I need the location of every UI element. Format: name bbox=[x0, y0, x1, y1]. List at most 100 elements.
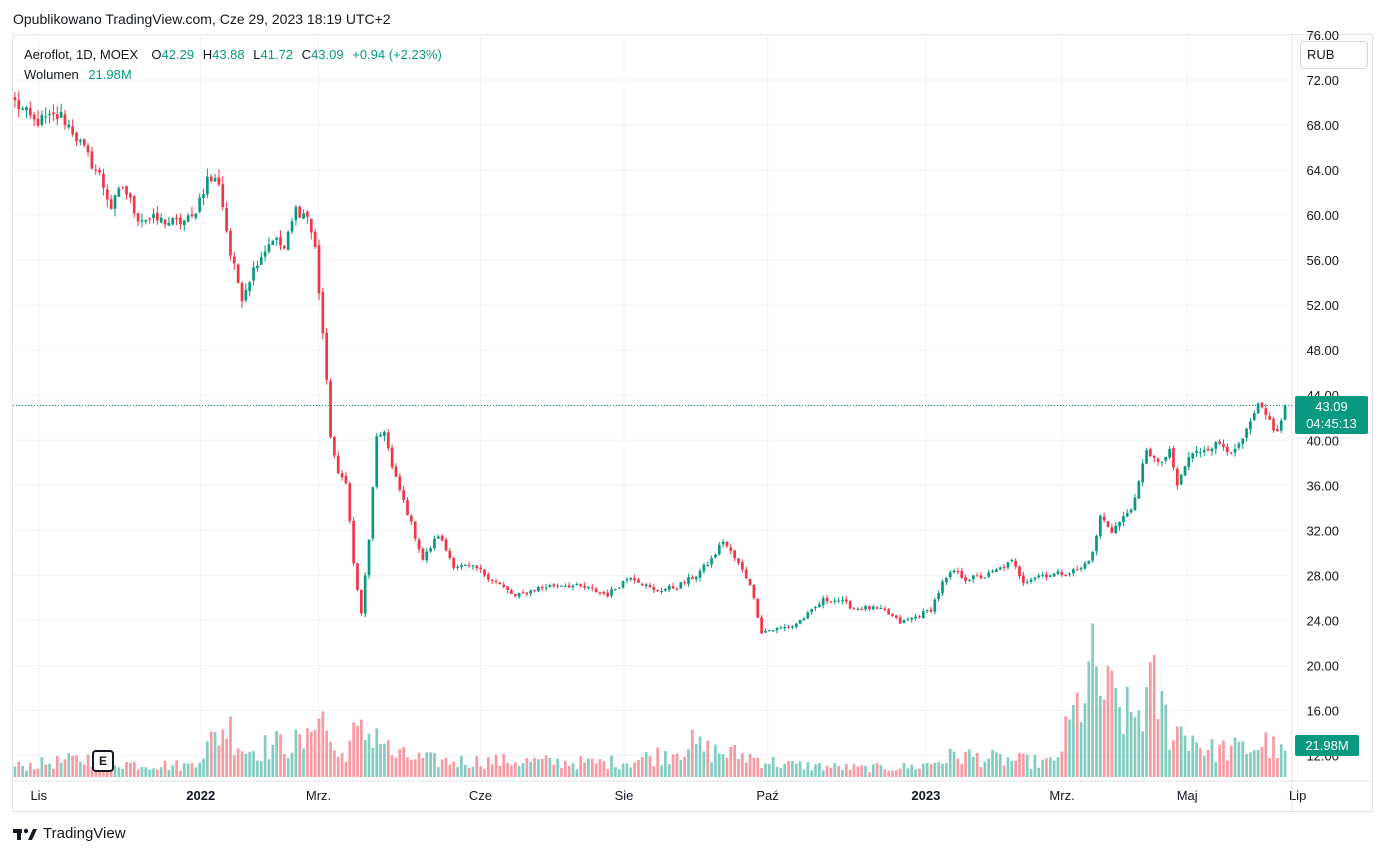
volume-bar bbox=[956, 758, 960, 777]
volume-bar bbox=[537, 759, 540, 777]
volume-bar bbox=[567, 765, 571, 777]
legend-symbol[interactable]: Aeroflot, 1D, MOEX bbox=[24, 47, 139, 62]
candle-body bbox=[506, 586, 509, 590]
volume-bar bbox=[1133, 717, 1137, 777]
candle-body bbox=[906, 619, 910, 621]
candle-body bbox=[279, 237, 282, 246]
volume-bar bbox=[294, 729, 298, 777]
published-caption: Opublikowano TradingView.com, Cze 29, 20… bbox=[13, 11, 391, 27]
volume-bar bbox=[629, 767, 633, 777]
volume-bar bbox=[1233, 737, 1237, 777]
candle-body bbox=[1175, 468, 1179, 486]
candle-body bbox=[1195, 450, 1198, 453]
candle-body bbox=[1072, 569, 1075, 574]
candle-body bbox=[21, 108, 24, 110]
volume-bar bbox=[90, 766, 94, 777]
volume-bar bbox=[267, 759, 271, 777]
candle-body bbox=[348, 483, 352, 521]
candle-body bbox=[333, 436, 336, 456]
volume-bar bbox=[309, 731, 313, 777]
candle-body bbox=[1106, 521, 1110, 528]
candle-body bbox=[706, 564, 710, 566]
y-tick-label: 60.00 bbox=[1306, 208, 1339, 223]
volume-bar bbox=[206, 741, 209, 777]
candle-body bbox=[302, 213, 305, 219]
y-tick-label: 20.00 bbox=[1306, 658, 1339, 673]
volume-bar bbox=[744, 762, 748, 777]
volume-bar bbox=[964, 752, 967, 777]
candle-body bbox=[756, 598, 760, 618]
candle-body bbox=[952, 570, 956, 573]
footer-brand[interactable]: TradingView bbox=[13, 825, 126, 842]
candle-body bbox=[764, 630, 767, 633]
candle-body bbox=[671, 586, 675, 589]
candle-body bbox=[1029, 579, 1033, 583]
candle-body bbox=[136, 213, 140, 222]
candle-body bbox=[879, 608, 883, 610]
candle-body bbox=[675, 588, 679, 590]
volume-bar bbox=[1145, 687, 1148, 777]
candle-body bbox=[856, 608, 860, 610]
volume-bar bbox=[1091, 623, 1094, 777]
volume-bar bbox=[1229, 745, 1233, 777]
volume-bar bbox=[775, 766, 779, 777]
volume-bar bbox=[121, 768, 125, 777]
volume-bar bbox=[902, 762, 906, 777]
candle-body bbox=[140, 220, 144, 222]
volume-bar bbox=[410, 759, 413, 777]
volume-bar bbox=[1283, 750, 1287, 777]
candle-body bbox=[1179, 474, 1183, 485]
candle-body bbox=[390, 447, 394, 468]
candle-body bbox=[1168, 448, 1171, 458]
candle-body bbox=[344, 476, 348, 484]
candle-body bbox=[444, 539, 448, 551]
volume-bar bbox=[1068, 719, 1071, 777]
volume-bar bbox=[1164, 704, 1168, 777]
volume-bar bbox=[40, 757, 44, 777]
volume-bar bbox=[1218, 744, 1221, 777]
candle-body bbox=[1156, 458, 1160, 462]
volume-bar bbox=[644, 752, 648, 777]
candle-body bbox=[1268, 416, 1272, 420]
currency-selector[interactable]: RUB bbox=[1300, 41, 1368, 69]
volume-bar bbox=[256, 760, 259, 777]
candle-body bbox=[1199, 452, 1202, 454]
volume-bar bbox=[221, 729, 225, 777]
volume-bar bbox=[494, 754, 498, 777]
volume-bar bbox=[910, 764, 914, 777]
candle-body bbox=[1041, 575, 1044, 577]
volume-bar bbox=[1033, 754, 1037, 777]
candle-body bbox=[186, 215, 190, 222]
volume-bar bbox=[1206, 749, 1210, 777]
candle-body bbox=[1152, 455, 1156, 459]
candle-body bbox=[579, 584, 583, 587]
legend-volume-label[interactable]: Wolumen bbox=[24, 67, 79, 82]
volume-bar bbox=[779, 768, 783, 777]
volume-bar bbox=[810, 770, 814, 777]
candle-body bbox=[259, 256, 263, 265]
candle-body bbox=[806, 612, 810, 619]
candle-body bbox=[209, 176, 213, 182]
candle-body bbox=[1033, 577, 1037, 580]
volume-bar bbox=[202, 758, 205, 777]
tradingview-logo-icon bbox=[13, 828, 37, 840]
earnings-event-badge[interactable]: E bbox=[92, 750, 114, 772]
volume-bar bbox=[1098, 695, 1102, 777]
candle-body bbox=[417, 539, 421, 550]
volume-bar bbox=[794, 763, 798, 777]
candle-body bbox=[1114, 525, 1118, 533]
volume-bar bbox=[579, 756, 583, 777]
y-tick-label: 56.00 bbox=[1306, 253, 1339, 268]
y-tick-label: 36.00 bbox=[1306, 478, 1339, 493]
candle-body bbox=[571, 585, 575, 588]
volume-bar bbox=[621, 763, 625, 777]
volume-bar bbox=[883, 769, 887, 777]
candle-body bbox=[544, 587, 548, 589]
x-tick-label: Paź bbox=[756, 788, 778, 803]
candle-body bbox=[652, 587, 656, 591]
volume-bar bbox=[290, 752, 294, 777]
candle-body bbox=[968, 579, 971, 581]
volume-bar bbox=[717, 753, 721, 777]
candle-body bbox=[1060, 572, 1064, 575]
